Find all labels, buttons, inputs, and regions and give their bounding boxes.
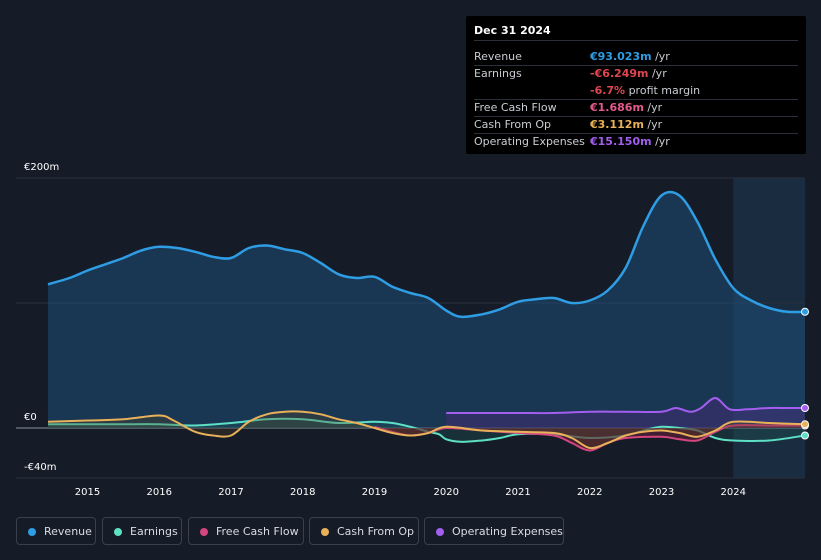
tooltip-row-earnings: Earnings -€6.249m /yr <box>466 65 806 82</box>
tooltip-label-fcf: Free Cash Flow <box>474 101 557 114</box>
legend-label: Cash From Op <box>337 525 415 538</box>
tooltip-divider <box>474 40 798 41</box>
x-axis-labels: 2015 2016 2017 2018 2019 2020 2021 2022 2023 2024 <box>75 487 746 498</box>
tooltip-label-cfo: Cash From Op <box>474 118 552 131</box>
x-axis-label: 2021 <box>505 487 530 498</box>
x-axis-label: 2024 <box>721 487 746 498</box>
series-layer <box>47 190 809 452</box>
tooltip-divider <box>474 99 798 100</box>
legend-cash-from-op[interactable]: Cash From Op <box>309 517 419 545</box>
x-axis-label: 2019 <box>362 487 387 498</box>
tooltip-value-opex: €15.150m /yr <box>590 135 670 148</box>
x-axis-label: 2023 <box>649 487 674 498</box>
tooltip-label-opex: Operating Expenses <box>474 135 585 148</box>
earnings-end-marker <box>801 431 809 440</box>
x-axis-label: 2017 <box>218 487 243 498</box>
legend-earnings[interactable]: Earnings <box>102 517 182 545</box>
tooltip-divider <box>474 133 798 134</box>
tooltip-row-revenue: Revenue €93.023m /yr <box>466 48 806 65</box>
operating-expenses-line <box>446 397 805 415</box>
tooltip-divider <box>474 116 798 117</box>
legend-label: Earnings <box>130 525 178 538</box>
tooltip-row-cfo: Cash From Op €3.112m /yr <box>466 116 806 133</box>
legend-revenue[interactable]: Revenue <box>16 517 96 545</box>
legend-label: Revenue <box>44 525 92 538</box>
y-axis-label: €0 <box>24 412 37 423</box>
x-axis-label: 2016 <box>146 487 171 498</box>
legend-label: Operating Expenses <box>452 525 563 538</box>
revenue-end-marker <box>801 307 809 316</box>
tooltip-value-profit-margin: -6.7% profit margin <box>590 84 701 97</box>
legend-operating-expenses[interactable]: Operating Expenses <box>424 517 564 545</box>
y-axis-label: €200m <box>24 162 59 173</box>
free-cash-flow-area <box>374 425 805 451</box>
tooltip-value-earnings: -€6.249m /yr <box>590 67 667 80</box>
revenue-line <box>47 190 806 319</box>
tooltip-value-fcf: €1.686m /yr <box>590 101 663 114</box>
x-axis-label: 2015 <box>75 487 100 498</box>
y-axis-labels: €200m €0 -€40m <box>24 162 59 473</box>
cash-from-op-line <box>47 410 806 450</box>
tooltip-label-earnings: Earnings <box>474 67 522 80</box>
tooltip-row-profit-margin: -6.7% profit margin <box>466 82 806 99</box>
operating-expenses-area <box>446 397 805 428</box>
operating-expenses-dot-icon <box>436 528 444 536</box>
y-axis-label: -€40m <box>24 462 56 473</box>
x-axis-label: 2018 <box>290 487 315 498</box>
tooltip-value-revenue: €93.023m /yr <box>590 50 670 63</box>
earnings-dot-icon <box>114 528 122 536</box>
cash-from-op-dot-icon <box>321 528 329 536</box>
free-cash-flow-dot-icon <box>200 528 208 536</box>
chart: €200m €0 -€40m 2015 2016 2017 2018 2019 2020 202… <box>16 162 809 498</box>
legend-label: Free Cash Flow <box>216 525 299 538</box>
tooltip: Dec 31 2024 Revenue €93.023m /yr Earning… <box>466 16 806 154</box>
tooltip-row-opex: Operating Expenses €15.150m /yr <box>466 133 806 150</box>
tooltip-label-revenue: Revenue <box>474 50 522 63</box>
revenue-dot-icon <box>28 528 36 536</box>
tooltip-row-fcf: Free Cash Flow €1.686m /yr <box>466 99 806 116</box>
cash-from-op-end-marker <box>801 420 809 429</box>
x-axis-label: 2020 <box>434 487 459 498</box>
tooltip-date: Dec 31 2024 <box>474 24 551 37</box>
legend-free-cash-flow[interactable]: Free Cash Flow <box>188 517 304 545</box>
x-axis-label: 2022 <box>577 487 602 498</box>
tooltip-value-cfo: €3.112m /yr <box>590 118 663 131</box>
revenue-area <box>48 191 805 428</box>
operating-expenses-end-marker <box>801 404 809 412</box>
tooltip-divider <box>474 65 798 66</box>
